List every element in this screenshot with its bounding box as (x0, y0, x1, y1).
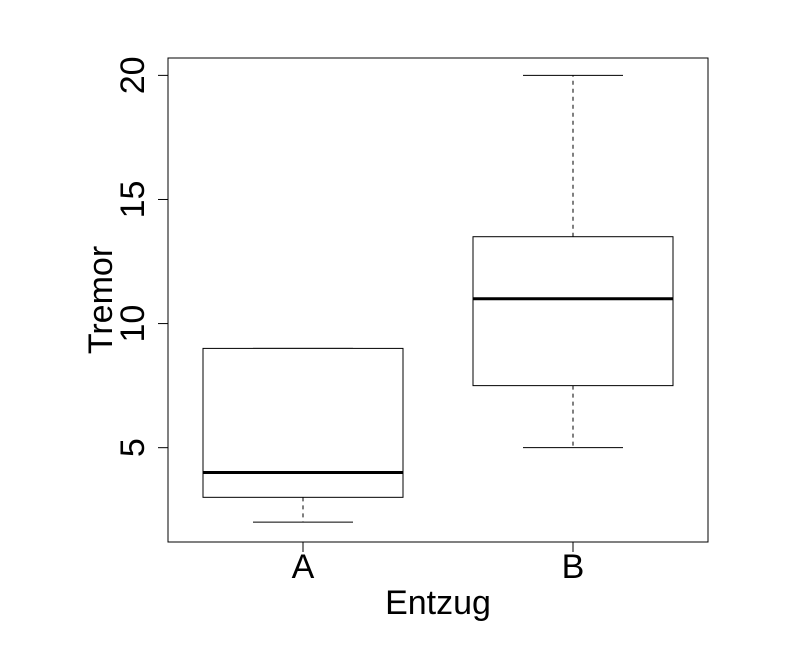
x-tick-label: A (292, 548, 315, 586)
plot-marks (202, 74, 674, 523)
y-tick-label: 10 (114, 305, 152, 343)
y-tick-label: 15 (114, 181, 152, 219)
box-iqr (472, 236, 674, 387)
box-group-a (202, 347, 404, 523)
x-tick-label: B (562, 548, 585, 586)
x-axis-label: Entzug (385, 584, 491, 622)
box-group-b (472, 74, 674, 449)
axis-ticks: A B 5 10 15 20 (114, 56, 584, 586)
y-axis-label: Tremor (82, 246, 120, 354)
y-tick-label: 20 (114, 56, 152, 94)
box-iqr (202, 347, 404, 498)
y-tick-label: 5 (114, 438, 152, 457)
